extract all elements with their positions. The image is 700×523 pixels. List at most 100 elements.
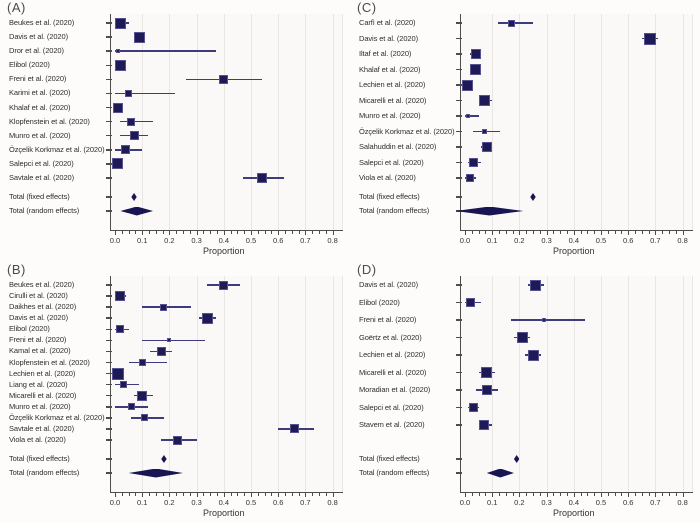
total-row-label: Total (fixed effects) — [9, 454, 70, 463]
summary-diamond — [120, 206, 154, 216]
ci-line — [465, 115, 479, 117]
x-tick-major — [546, 231, 548, 235]
x-tick-minor — [675, 231, 677, 234]
row-tick — [456, 146, 462, 148]
total-row-label: Total (random effects) — [359, 468, 430, 477]
x-tick-minor — [285, 493, 286, 496]
estimate-square — [114, 59, 126, 71]
x-tick-minor — [230, 493, 232, 496]
summary-diamond — [530, 193, 536, 201]
gridline — [492, 276, 494, 492]
x-tick-major — [223, 493, 225, 497]
x-tick-label: 0.7 — [650, 498, 661, 507]
study-row-label: Viola et al. (2020) — [9, 435, 66, 444]
x-tick-minor — [580, 231, 582, 234]
x-tick-minor — [587, 493, 589, 496]
x-tick-label: 0.1 — [486, 236, 498, 245]
study-row-label: Salepci et al. (2020) — [359, 402, 424, 412]
ci-line — [497, 22, 533, 24]
gridline — [519, 276, 521, 492]
x-tick-label: 0.7 — [300, 498, 311, 507]
gridline — [169, 14, 171, 230]
x-tick-minor — [614, 493, 616, 496]
row-tick — [106, 350, 112, 353]
estimate-square — [470, 64, 482, 75]
row-tick — [106, 372, 112, 375]
gridline — [601, 14, 602, 230]
estimate-square — [643, 32, 656, 45]
study-row-label: Beukes et al. (2020) — [9, 18, 75, 27]
x-tick-minor — [478, 493, 480, 496]
x-tick-major — [196, 231, 198, 235]
row-tick — [456, 84, 462, 86]
panel-label: (D) — [357, 262, 377, 277]
x-tick-minor — [648, 231, 650, 234]
gridline — [492, 14, 494, 230]
x-tick-minor — [539, 231, 541, 234]
x-tick-minor — [319, 231, 320, 234]
x-tick-minor — [189, 493, 191, 496]
row-tick — [106, 50, 112, 52]
x-tick-major — [492, 493, 494, 497]
study-row-label: Salepci et al. (2020) — [359, 157, 424, 167]
x-tick-minor — [669, 231, 670, 234]
x-tick-minor — [641, 493, 643, 496]
estimate-square — [129, 131, 139, 141]
row-tick — [456, 130, 462, 133]
x-tick-minor — [210, 231, 212, 234]
x-tick-minor — [271, 231, 273, 234]
row-tick — [106, 458, 112, 460]
gridline — [332, 14, 334, 230]
estimate-square — [138, 359, 146, 366]
study-row-label: Cirulli et al. (2020) — [9, 291, 68, 301]
gridline — [682, 14, 684, 230]
estimate-square — [116, 325, 125, 334]
x-axis-title: Proportion — [203, 508, 245, 518]
study-row-label: Davis et al. (2020) — [9, 313, 68, 323]
row-tick — [106, 361, 112, 364]
x-tick-minor — [533, 493, 534, 496]
estimate-square — [114, 17, 126, 29]
gridline — [251, 14, 252, 230]
x-tick-minor — [135, 231, 137, 234]
study-row-label: Özçelik Korkmaz et al. (2020) — [359, 126, 455, 136]
x-tick-major — [278, 231, 280, 235]
x-tick-major — [251, 231, 252, 235]
x-tick-minor — [264, 231, 266, 234]
x-tick-major — [601, 231, 602, 235]
study-row-label: Dror et al. (2020) — [9, 46, 64, 56]
x-tick-label: 0.8 — [677, 236, 688, 245]
estimate-square — [481, 385, 492, 395]
x-tick-minor — [291, 231, 293, 234]
gridline — [342, 276, 343, 492]
x-tick-label: 0.2 — [164, 498, 175, 507]
gridline — [573, 276, 575, 492]
x-tick-label: 0.1 — [486, 498, 498, 507]
x-tick-minor — [499, 493, 500, 496]
row-tick — [456, 177, 462, 179]
estimate-square — [470, 49, 481, 59]
x-tick-major — [278, 493, 280, 497]
study-row-label: Lechien et al. (2020) — [9, 368, 76, 378]
x-tick-label: 0.0 — [459, 498, 471, 507]
x-axis-title: Proportion — [203, 246, 245, 256]
gridline — [655, 14, 657, 230]
study-row-label: Iltaf et al. (2020) — [359, 49, 412, 58]
x-tick-minor — [128, 231, 130, 234]
estimate-square — [119, 381, 127, 389]
plot-area — [110, 276, 342, 492]
estimate-square — [290, 424, 300, 434]
study-row-label: Özçelik Korkmaz et al. (2020) — [9, 412, 105, 422]
x-tick-label: 0.2 — [164, 236, 175, 245]
x-tick-major — [682, 493, 684, 497]
x-tick-label: 0.8 — [327, 498, 338, 507]
x-tick-minor — [285, 231, 286, 234]
row-tick — [456, 458, 462, 460]
x-tick-minor — [621, 231, 623, 234]
x-tick-minor — [526, 493, 528, 496]
x-tick-major — [115, 231, 116, 235]
panel-a: (A) 0.0 0.1 0.2 0.3 0.4 0.5 0.6 0.7 0.8 Proportion… — [0, 0, 350, 261]
x-tick-minor — [675, 493, 677, 496]
x-tick-minor — [533, 231, 534, 234]
x-tick-minor — [312, 493, 314, 496]
